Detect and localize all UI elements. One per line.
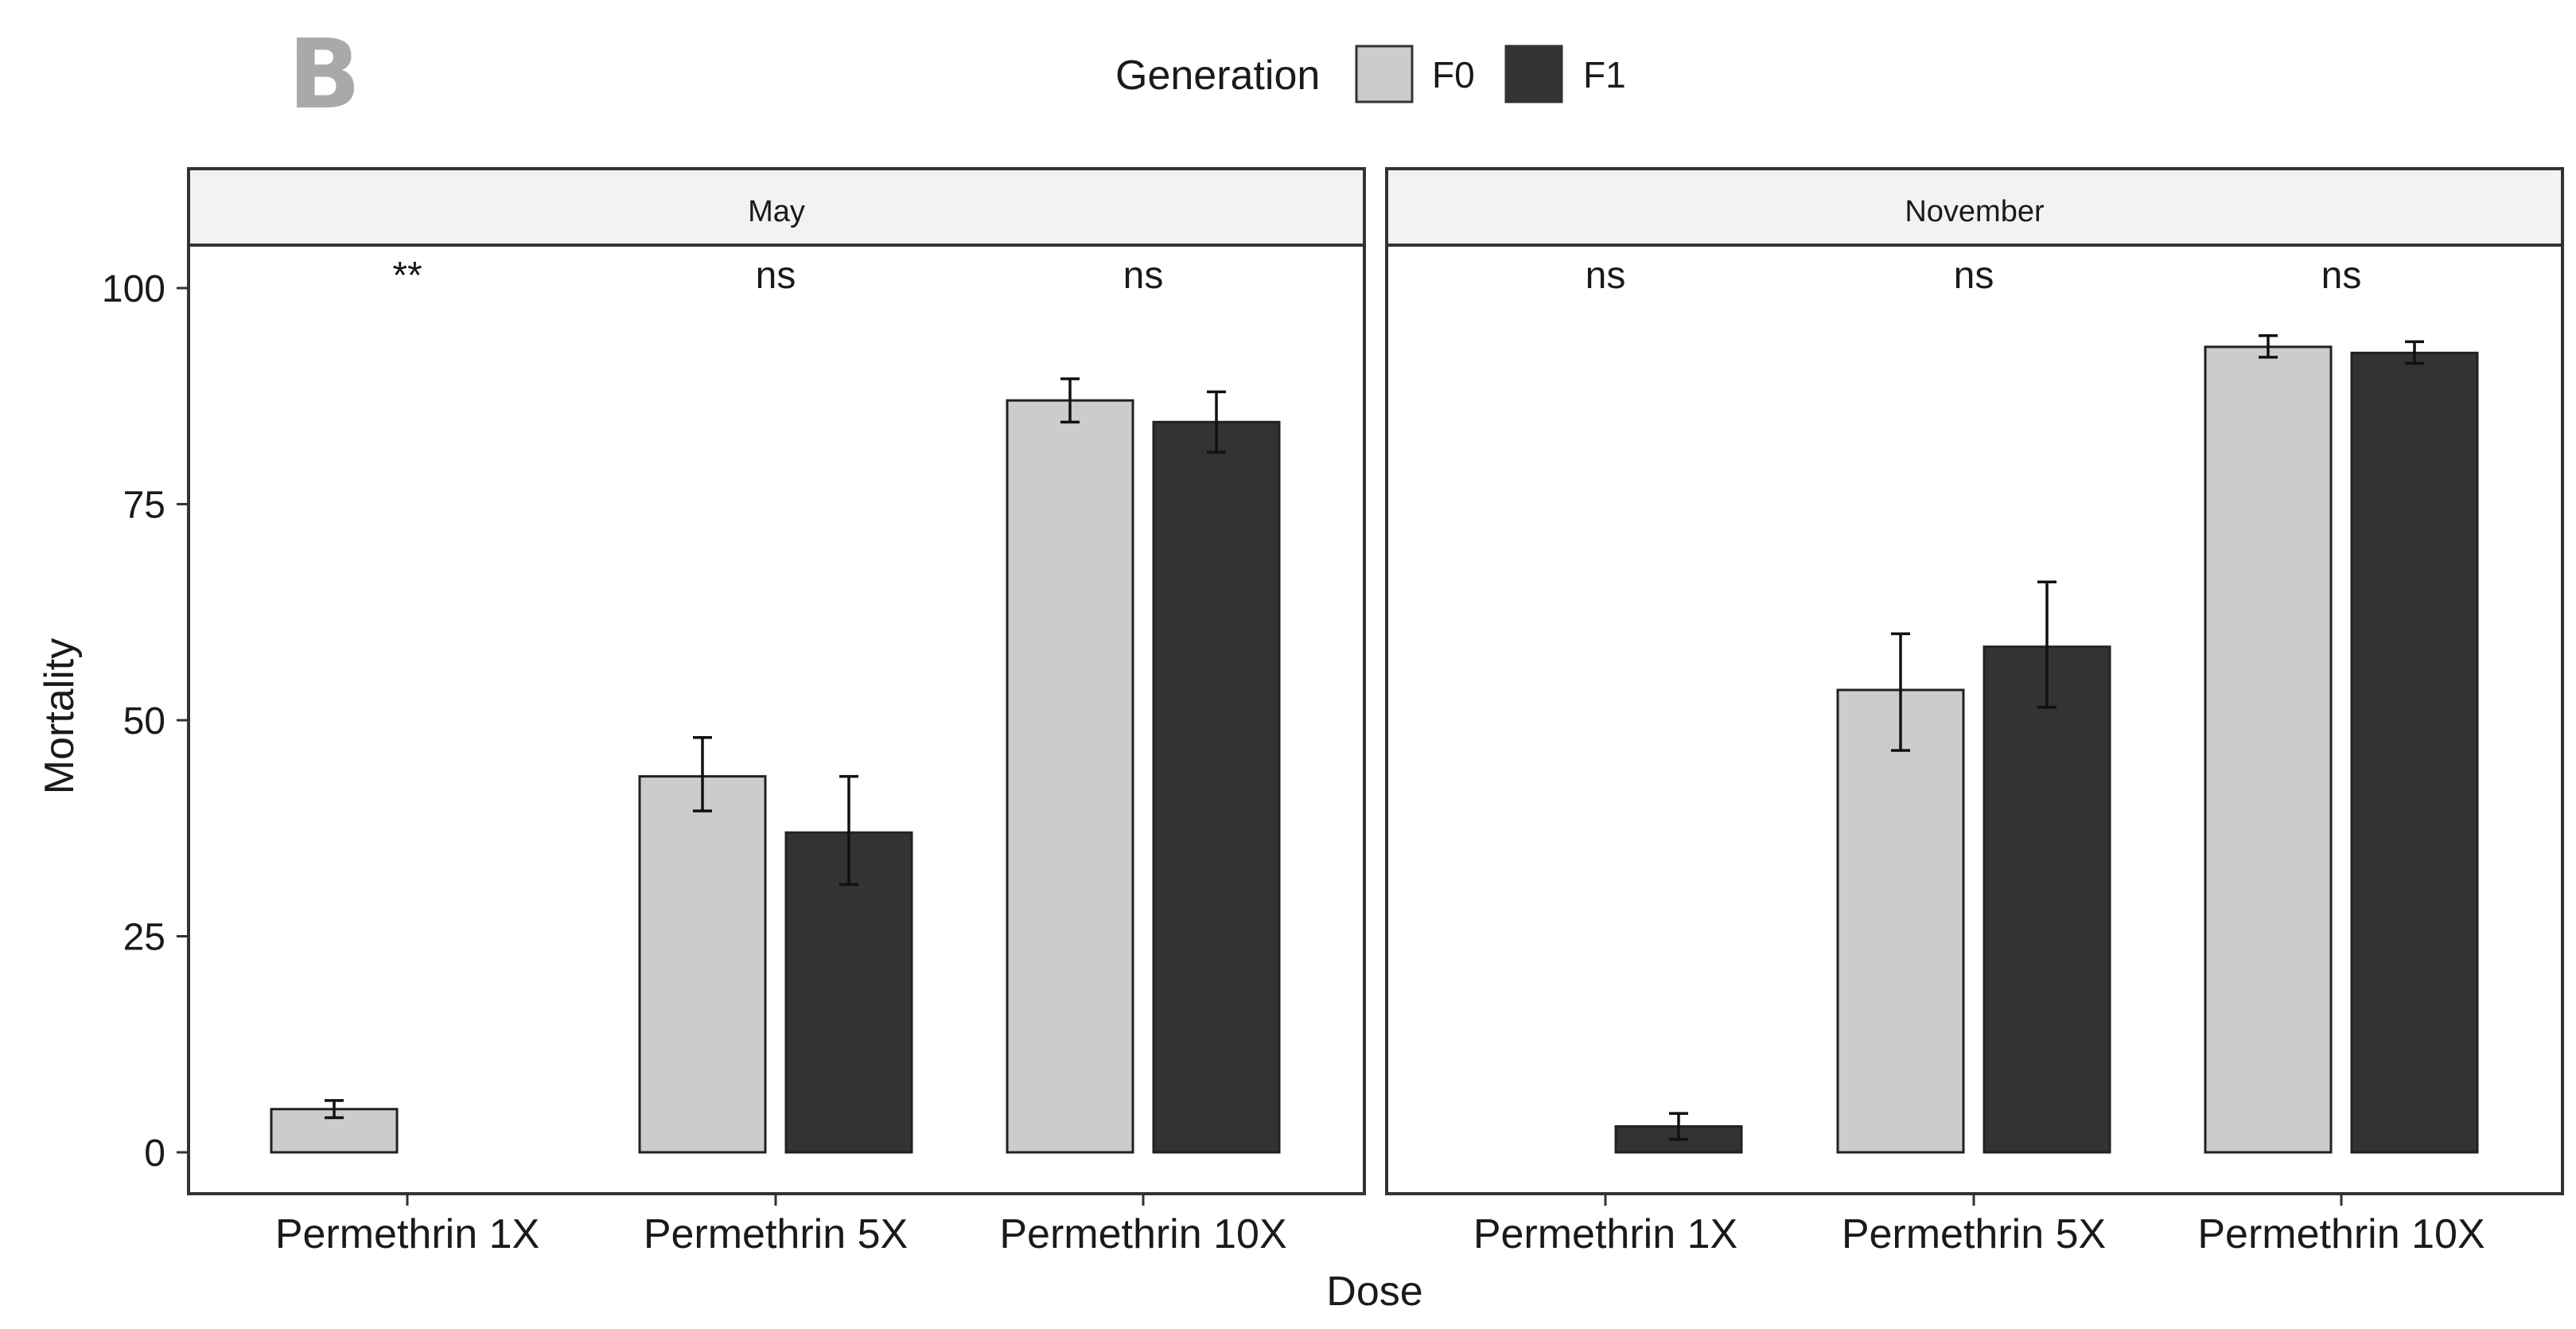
bars-may [270, 377, 1281, 1206]
legend-swatch-f0 [1355, 45, 1414, 103]
error-bar [325, 1099, 344, 1120]
significance-label: ns [1123, 255, 1164, 297]
x-tick-labels-november: Permethrin 1X Permethrin 5X Permethrin 1… [1473, 1211, 2485, 1257]
y-axis-title: Mortality [37, 638, 83, 794]
legend: Generation F0 F1 [1115, 45, 1626, 103]
error-bar [2405, 340, 2424, 365]
strip-may [187, 167, 1366, 247]
x-tick-label: Permethrin 5X [644, 1211, 908, 1257]
facet-panel-may: May Permethrin 1X Permethrin 5X Permethr… [187, 167, 1366, 1257]
facet-panel-november: November Permethrin 1X Permethrin 5X Per… [1385, 167, 2564, 1257]
panel-tag: B [288, 20, 360, 131]
x-tick-labels-may: Permethrin 1X Permethrin 5X Permethrin 1… [275, 1211, 1287, 1257]
x-tick-label: Permethrin 1X [1473, 1211, 1737, 1257]
x-axis-title: Dose [1326, 1269, 1422, 1315]
legend-label-f0: F0 [1432, 54, 1475, 95]
y-tick-label: 25 [123, 917, 165, 959]
error-bar [2259, 333, 2278, 359]
significance-label: ns [1586, 255, 1626, 297]
y-tick-label: 100 [102, 268, 165, 310]
y-tick-label: 0 [144, 1132, 165, 1175]
strip-label-november: November [1905, 195, 2045, 228]
y-axis: 0 25 50 75 100 [102, 268, 189, 1175]
bars-november [1604, 333, 2479, 1206]
error-bar [839, 774, 858, 887]
error-bar [1669, 1112, 1688, 1141]
significance-label: ** [392, 255, 422, 297]
bar-november-f1-3 [2350, 351, 2479, 1154]
bar-november-f0-3 [2204, 345, 2333, 1154]
significance-may: ** ns ns [392, 255, 1163, 297]
x-tick-label: Permethrin 10X [999, 1211, 1286, 1257]
y-tick-label: 75 [123, 485, 165, 527]
significance-label: ns [2321, 255, 2362, 297]
error-bar [2037, 580, 2057, 709]
strip-label-may: May [748, 195, 805, 228]
legend-label-f1: F1 [1583, 54, 1626, 95]
bar-may-f1-2 [784, 831, 913, 1154]
bar-may-f0-3 [1006, 399, 1134, 1154]
strip-november [1385, 167, 2564, 247]
y-tick-label: 50 [123, 700, 165, 742]
legend-title: Generation [1115, 53, 1320, 99]
error-bar [1891, 632, 1910, 752]
significance-label: ns [1954, 255, 1994, 297]
significance-november: ns ns ns [1586, 255, 2362, 297]
significance-label: ns [756, 255, 796, 297]
error-bar [693, 735, 712, 813]
legend-swatch-f1 [1504, 45, 1563, 103]
error-bar [1060, 377, 1080, 424]
x-tick-label: Permethrin 1X [275, 1211, 539, 1257]
bar-may-f0-2 [638, 775, 767, 1154]
bar-november-f1-2 [1983, 645, 2111, 1154]
error-bar [1207, 390, 1226, 454]
x-tick-label: Permethrin 10X [2197, 1211, 2485, 1257]
bar-november-f0-2 [1836, 688, 1965, 1154]
x-tick-label: Permethrin 5X [1842, 1211, 2106, 1257]
bar-may-f1-3 [1152, 420, 1281, 1154]
